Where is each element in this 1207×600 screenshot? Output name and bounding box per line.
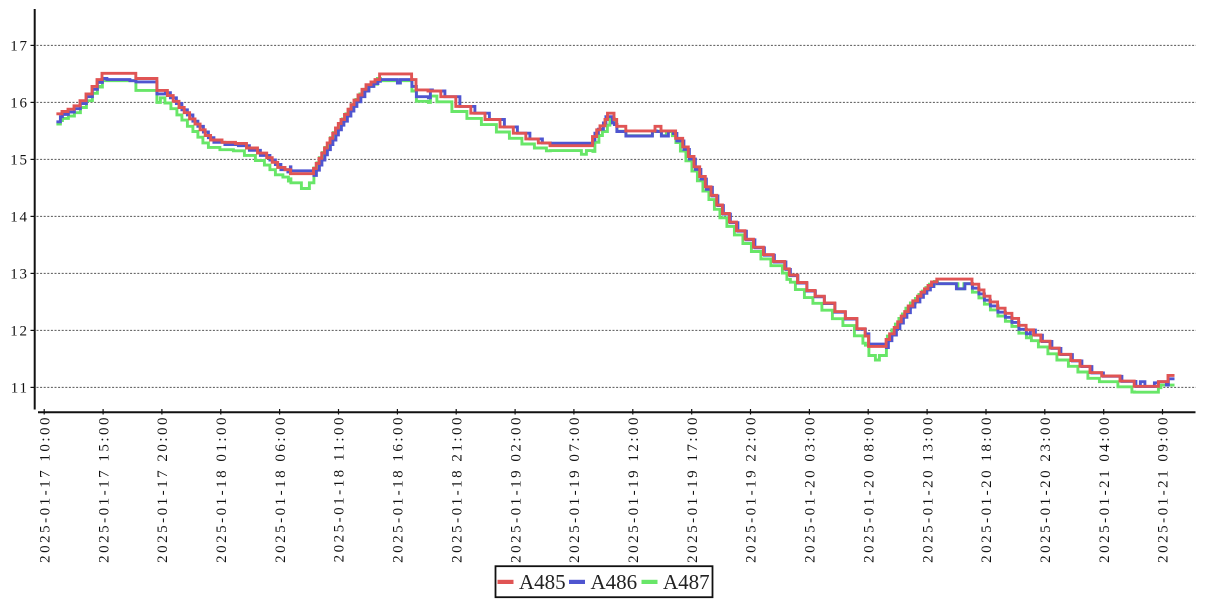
svg-text:2025-01-20 18:00: 2025-01-20 18:00 — [979, 415, 995, 563]
svg-text:2025-01-18 11:00: 2025-01-18 11:00 — [332, 415, 348, 562]
svg-text:A487: A487 — [663, 570, 710, 594]
svg-text:2025-01-19 02:00: 2025-01-19 02:00 — [508, 415, 524, 563]
svg-text:2025-01-19 22:00: 2025-01-19 22:00 — [744, 415, 760, 563]
svg-text:13: 13 — [10, 267, 29, 283]
svg-text:2025-01-19 07:00: 2025-01-19 07:00 — [567, 415, 583, 563]
svg-text:2025-01-17 15:00: 2025-01-17 15:00 — [96, 415, 112, 563]
svg-text:2025-01-18 01:00: 2025-01-18 01:00 — [214, 415, 230, 563]
svg-text:2025-01-18 21:00: 2025-01-18 21:00 — [449, 415, 465, 563]
svg-text:A485: A485 — [519, 570, 566, 594]
svg-text:2025-01-18 16:00: 2025-01-18 16:00 — [391, 415, 407, 563]
svg-text:2025-01-20 13:00: 2025-01-20 13:00 — [920, 415, 936, 563]
svg-text:12: 12 — [10, 324, 29, 340]
svg-text:2025-01-20 08:00: 2025-01-20 08:00 — [861, 415, 877, 563]
svg-text:2025-01-17 20:00: 2025-01-17 20:00 — [155, 415, 171, 563]
svg-text:A486: A486 — [591, 570, 638, 594]
svg-text:17: 17 — [10, 39, 29, 55]
svg-text:11: 11 — [11, 381, 29, 397]
svg-text:2025-01-21 09:00: 2025-01-21 09:00 — [1156, 415, 1172, 563]
svg-text:2025-01-18 06:00: 2025-01-18 06:00 — [273, 415, 289, 563]
svg-text:2025-01-21 04:00: 2025-01-21 04:00 — [1097, 415, 1113, 563]
svg-text:2025-01-19 12:00: 2025-01-19 12:00 — [626, 415, 642, 563]
svg-text:2025-01-17 10:00: 2025-01-17 10:00 — [37, 415, 53, 563]
svg-text:16: 16 — [10, 96, 29, 112]
svg-text:2025-01-19 17:00: 2025-01-19 17:00 — [685, 415, 701, 563]
svg-text:14: 14 — [10, 210, 29, 226]
svg-text:2025-01-20 03:00: 2025-01-20 03:00 — [803, 415, 819, 563]
svg-text:2025-01-20 23:00: 2025-01-20 23:00 — [1038, 415, 1054, 563]
svg-text:15: 15 — [10, 153, 29, 169]
